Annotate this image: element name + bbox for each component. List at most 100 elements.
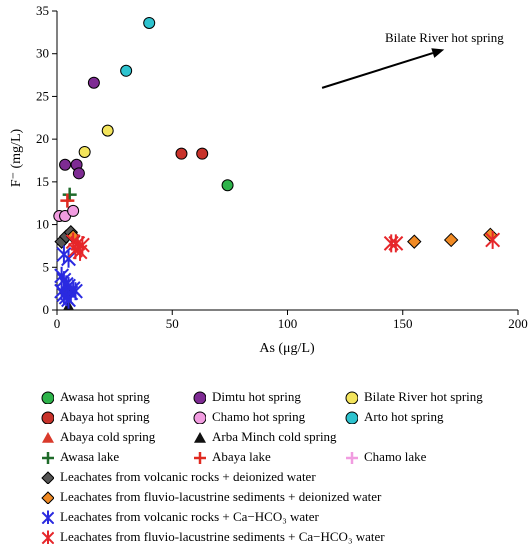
legend-marker [41, 391, 54, 404]
legend-marker [41, 471, 54, 484]
data-point-s3 [196, 147, 209, 160]
annotation-text: Bilate River hot spring [385, 30, 504, 45]
legend-item: Chamo lake [344, 447, 426, 467]
legend-symbol [41, 510, 54, 524]
legend-label: Abaya lake [212, 449, 271, 464]
legend-label: Abaya hot spring [60, 409, 150, 424]
x-tick-label: 200 [508, 316, 528, 331]
legend-symbol [41, 491, 54, 504]
legend-item: Bilate River hot spring [344, 387, 483, 407]
legend-label: Leachates from fluvio-lacustrine sedimen… [60, 489, 382, 504]
data-point-s3 [175, 147, 188, 160]
legend-symbol [193, 411, 206, 424]
x-axis-label: As (μg/L) [259, 341, 315, 356]
data-point-s14 [388, 234, 404, 253]
y-tick-label: 30 [36, 46, 49, 61]
legend: Awasa hot spring Dimtu hot spring Bilate R… [0, 383, 531, 550]
legend-marker [41, 530, 54, 544]
legend-symbol [193, 391, 206, 404]
legend-symbol [194, 452, 206, 464]
y-tick-label: 5 [43, 259, 50, 274]
legend-marker [193, 411, 206, 424]
data-point-s1 [59, 158, 72, 171]
data-point-s12 [443, 232, 459, 248]
legend-marker [41, 491, 54, 504]
legend-label: Bilate River hot spring [364, 389, 483, 404]
legend-symbol [41, 471, 54, 484]
legend-marker [41, 411, 54, 424]
legend-item: Arto hot spring [344, 407, 443, 427]
legend-symbol [41, 411, 54, 424]
data-point-s4 [67, 204, 80, 217]
legend-item: Abaya hot spring [40, 407, 150, 427]
data-point-s13 [61, 249, 76, 268]
legend-label: Awasa hot spring [60, 389, 150, 404]
annotation-arrowhead [431, 48, 445, 58]
legend-symbol [42, 452, 54, 464]
legend-marker [194, 432, 206, 443]
legend-label: Chamo lake [364, 449, 427, 464]
data-point-s5 [120, 64, 133, 77]
legend-symbol [345, 391, 358, 404]
legend-label: Abaya cold spring [60, 429, 156, 444]
annotation-arrow [321, 52, 434, 89]
x-tick-label: 100 [278, 316, 298, 331]
legend-marker [346, 452, 358, 464]
legend-label: Dimtu hot spring [212, 389, 301, 404]
legend-marker [42, 432, 54, 443]
axes: 0 50 100 150 200 0 5 10 15 20 25 30 35 [36, 3, 528, 331]
legend-item: Awasa lake [40, 447, 119, 467]
legend-label: Leachates from fluvio-lacustrine sedimen… [60, 529, 385, 544]
legend-item: Leachates from volcanic rocks + deionize… [40, 467, 316, 487]
legend-item: Abaya cold spring [40, 427, 155, 447]
y-tick-label: 25 [36, 88, 49, 103]
legend-item: Abaya lake [192, 447, 271, 467]
data-point-s14 [72, 242, 88, 261]
data-point-s14 [485, 230, 501, 249]
legend-marker [194, 452, 206, 464]
legend-symbol [194, 432, 206, 443]
legend-label: Awasa lake [60, 449, 120, 464]
legend-label: Chamo hot spring [212, 409, 306, 424]
legend-symbol [41, 530, 54, 544]
data-point-s12 [483, 227, 498, 243]
y-tick-label: 15 [36, 174, 49, 189]
legend-item: Arba Minch cold spring [192, 427, 337, 447]
data-point-s9 [60, 193, 75, 208]
y-axis-label: F⁻ (mg/L) [9, 129, 24, 188]
legend-symbol [42, 432, 54, 443]
data-point-s13 [61, 277, 76, 296]
legend-label: Arto hot spring [364, 409, 444, 424]
legend-item: Leachates from volcanic rocks + Ca−HCO₃ … [40, 507, 319, 527]
y-tick-label: 0 [43, 302, 50, 317]
data-point-s1 [87, 76, 100, 89]
data-point-s5 [143, 16, 156, 29]
legend-marker [41, 510, 54, 524]
legend-item: Leachates from fluvio-lacustrine sedimen… [40, 487, 381, 507]
legend-symbol [41, 391, 54, 404]
data-point-s2 [101, 124, 114, 137]
legend-symbol [345, 411, 358, 424]
legend-label: Leachates from volcanic rocks + deionize… [60, 469, 316, 484]
legend-item: Chamo hot spring [192, 407, 305, 427]
legend-item: Dimtu hot spring [192, 387, 301, 407]
x-tick-label: 0 [54, 316, 61, 331]
legend-label: Leachates from volcanic rocks + Ca−HCO₃ … [60, 509, 319, 524]
y-tick-label: 10 [36, 217, 49, 232]
data-point-s8 [62, 187, 77, 202]
legend-item: Leachates from fluvio-lacustrine sedimen… [40, 527, 385, 547]
data-point-s12 [407, 234, 422, 249]
data-point-s0 [221, 179, 234, 192]
y-tick-label: 20 [36, 131, 49, 146]
data-point-s2 [78, 145, 91, 158]
legend-marker [193, 391, 206, 404]
scatter-chart: 0 50 100 150 200 0 5 10 15 20 25 30 35 As (μg/L) F⁻ … [9, 3, 528, 356]
data-points [53, 16, 501, 311]
legend-marker [345, 391, 358, 404]
legend-label: Arba Minch cold spring [212, 429, 337, 444]
legend-symbol [346, 452, 358, 464]
data-point-s13 [67, 282, 83, 301]
data-point-s1 [72, 167, 85, 180]
legend-item: Awasa hot spring [40, 387, 150, 407]
x-tick-label: 150 [393, 316, 413, 331]
